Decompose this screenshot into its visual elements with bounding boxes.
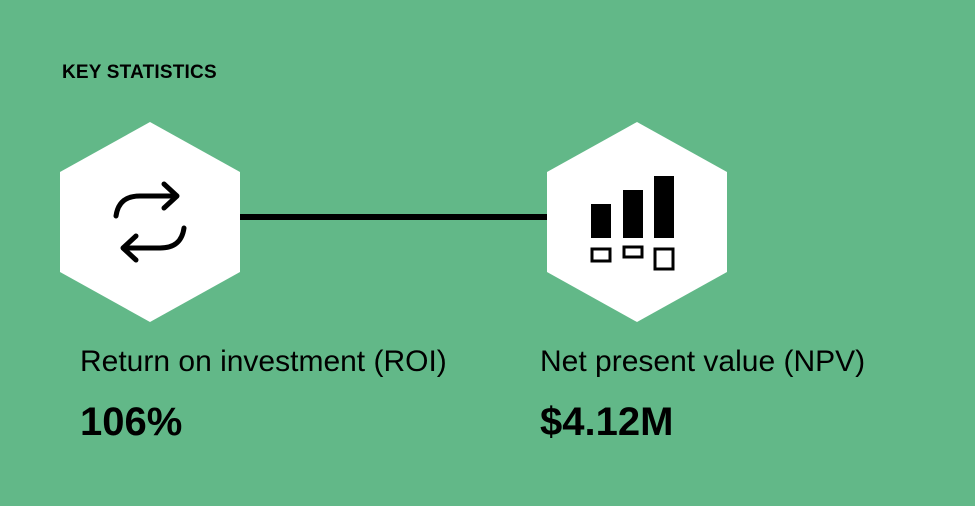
npv-hexagon — [547, 122, 727, 322]
roi-label: Return on investment (ROI) — [80, 345, 447, 378]
connector-line — [236, 214, 552, 220]
roi-hexagon — [60, 122, 240, 322]
refresh-icon — [113, 181, 187, 263]
section-heading: KEY STATISTICS — [62, 62, 217, 83]
bar-chart-icon — [590, 176, 675, 271]
npv-value: $4.12M — [540, 400, 674, 444]
npv-label: Net present value (NPV) — [540, 345, 866, 378]
roi-value: 106% — [80, 400, 183, 444]
